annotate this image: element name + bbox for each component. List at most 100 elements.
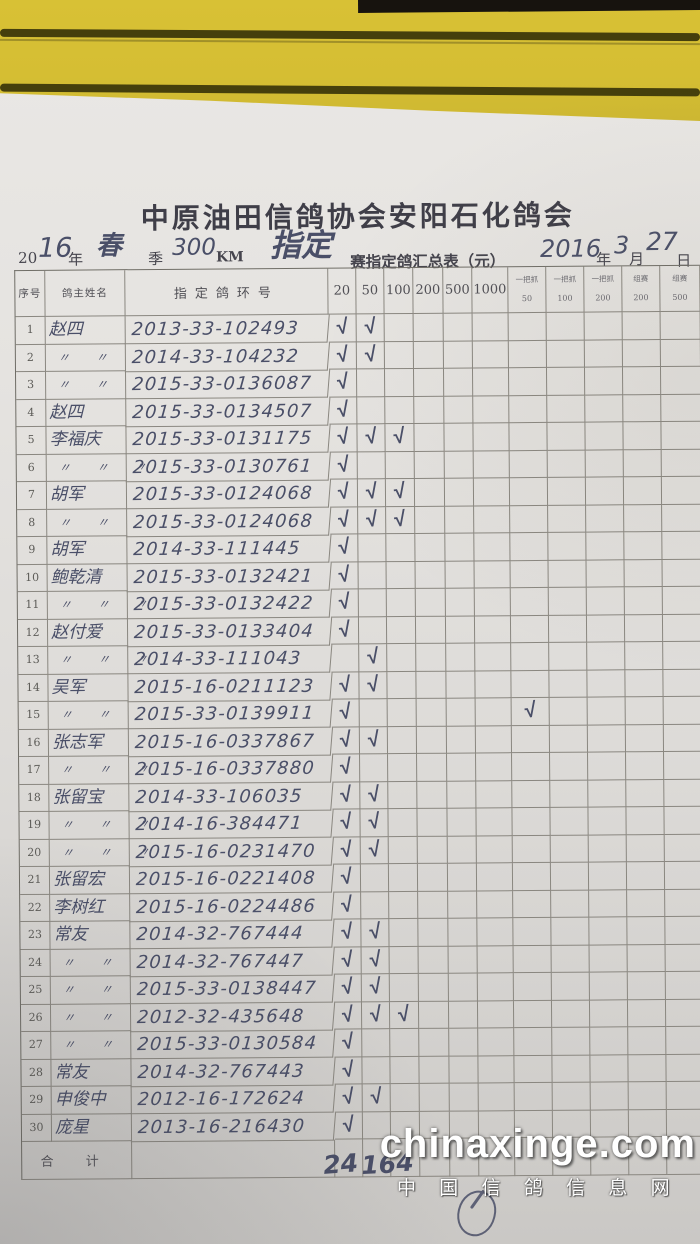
- amount-cell: [625, 696, 664, 725]
- amount-cell: [415, 533, 446, 562]
- amount-cell: [446, 643, 476, 672]
- amount-cell: [387, 726, 418, 755]
- amount-cell: [386, 533, 416, 562]
- amount-cell: [447, 753, 477, 782]
- owner-name: 〃 〃 〃: [47, 591, 159, 620]
- amount-cell: √: [334, 1084, 363, 1113]
- owner-name: 〃 〃 〃: [49, 838, 160, 867]
- amount-cell: [666, 1081, 700, 1110]
- owner-name: 〃 〃: [45, 343, 127, 372]
- col-header-ring: 指定鸽环号: [125, 268, 329, 317]
- amount-cell: [585, 449, 624, 478]
- ring-number: 2015-33-0134507: [125, 397, 331, 427]
- amount-cell: √: [332, 781, 361, 810]
- amount-cell: [628, 1026, 667, 1055]
- amount-cell: [584, 312, 623, 341]
- owner-name: 〃 〃 〃: [49, 756, 160, 785]
- col-header-pool: 一把抓 100: [546, 266, 585, 313]
- amount-cell: [512, 752, 551, 781]
- amount-cell: [473, 478, 511, 506]
- amount-cell: [449, 1028, 479, 1057]
- amount-cell: √: [360, 836, 389, 865]
- amount-cell: [589, 944, 628, 973]
- amount-cell: [511, 670, 550, 699]
- amount-cell: [446, 725, 477, 754]
- amount-cell: [586, 614, 626, 643]
- amount-cell: [549, 670, 588, 698]
- amount-cell: √: [356, 341, 385, 370]
- amount-cell: [448, 945, 478, 974]
- amount-cell: [587, 642, 626, 671]
- amount-cell: [623, 449, 662, 478]
- amount-cell: √: [357, 479, 387, 507]
- amount-cell: √: [331, 699, 360, 728]
- check-mark: √: [367, 919, 382, 944]
- amount-cell: √: [333, 919, 362, 948]
- row-number: 30: [21, 1114, 53, 1143]
- total-cell: 24: [322, 1139, 364, 1180]
- amount-cell: [444, 478, 475, 507]
- amount-cell: [547, 477, 587, 506]
- col-header-pool-label: 组赛: [633, 274, 649, 284]
- amount-cell: [508, 340, 547, 369]
- amount-cell: [357, 451, 386, 480]
- amount-cell: [627, 916, 666, 945]
- ring-number: 2012-32-435648: [129, 1002, 336, 1032]
- check-mark: √: [338, 727, 353, 752]
- amount-cell: [417, 808, 448, 837]
- row-number: 25: [20, 976, 51, 1005]
- amount-cell: [390, 1056, 420, 1085]
- owner-name: 〃 〃: [50, 1003, 132, 1032]
- ring-number: 2015-33-0132422: [126, 589, 332, 619]
- check-mark: √: [366, 672, 381, 697]
- check-mark: √: [366, 782, 381, 807]
- amount-cell: [510, 505, 549, 534]
- col-header-amount: 100: [384, 267, 414, 315]
- amount-cell: [551, 972, 590, 1001]
- amount-cell: [385, 451, 415, 480]
- amount-cell: [388, 836, 418, 865]
- amount-cell: √: [332, 754, 361, 783]
- amount-cell: [513, 1000, 553, 1029]
- col-header-pool-label: 一把抓: [515, 275, 539, 285]
- row-number: 24: [20, 949, 51, 978]
- col-header-pool-label: 一把抓: [553, 274, 577, 285]
- owner-name: 赵四: [46, 398, 127, 427]
- amount-cell: √: [330, 506, 359, 535]
- check-mark: √: [340, 947, 355, 972]
- amount-cell: [510, 587, 549, 616]
- check-mark: √: [523, 698, 538, 723]
- check-mark: √: [339, 809, 354, 835]
- ring-number: 2014-16-384471: [128, 809, 334, 839]
- owner-name: 〃 〃: [47, 508, 128, 537]
- check-mark: √: [337, 562, 352, 587]
- amount-cell: [623, 422, 662, 450]
- amount-cell: [356, 369, 386, 397]
- amount-cell: [418, 946, 449, 974]
- amount-cell: [548, 587, 587, 616]
- owner-name: 赵四: [45, 316, 126, 345]
- check-mark: √: [365, 644, 380, 669]
- amount-cell: [386, 588, 416, 617]
- amount-cell: [664, 834, 700, 862]
- owner-name: 〃 〃: [50, 948, 131, 977]
- amount-cell: [418, 973, 449, 1002]
- amount-cell: [663, 724, 700, 752]
- amount-cell: [475, 698, 512, 726]
- amount-cell: [551, 1000, 591, 1028]
- amount-cell: [551, 917, 590, 946]
- amount-cell: [476, 863, 514, 891]
- amount-cell: [550, 780, 589, 808]
- amount-cell: [385, 396, 415, 425]
- amount-cell: [512, 780, 551, 809]
- amount-cell: [414, 396, 445, 424]
- row-number: 13: [18, 646, 49, 675]
- amount-cell: [662, 614, 700, 642]
- amount-cell: [386, 561, 416, 590]
- amount-cell: [358, 616, 388, 645]
- amount-cell: [590, 1082, 629, 1111]
- ring-number: 2015-33-0138447: [129, 974, 335, 1004]
- amount-cell: [390, 1028, 420, 1057]
- col-header-amount: 1000: [472, 267, 509, 314]
